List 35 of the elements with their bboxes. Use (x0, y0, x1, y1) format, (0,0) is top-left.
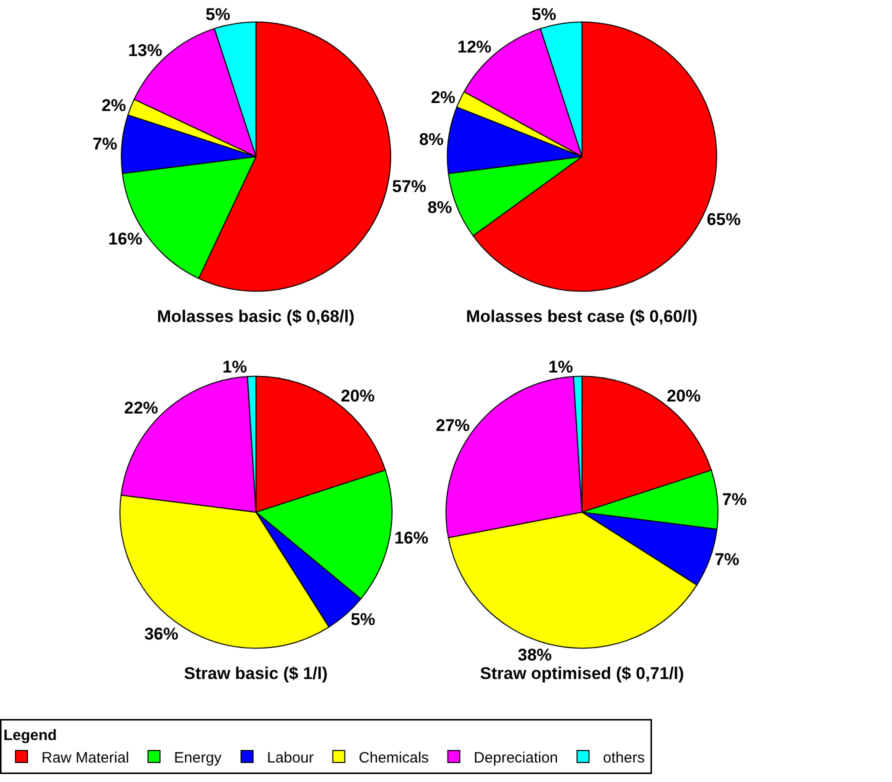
data-label: 36% (144, 624, 178, 644)
data-label: 1% (548, 357, 573, 376)
data-label: 13% (128, 40, 162, 60)
data-label: 12% (457, 38, 492, 57)
data-label: 22% (124, 398, 158, 418)
legend-label: Labour (267, 749, 314, 766)
data-label: 7% (722, 490, 747, 509)
text: Molasses basic ($ 0,68/l) (157, 307, 354, 326)
data-label: 7% (92, 134, 118, 154)
data-label: 16% (394, 528, 428, 548)
data-label: 20% (340, 386, 375, 406)
text: Straw basic ($ 1/l) (184, 664, 328, 683)
data-label: 2% (430, 88, 456, 108)
data-label: 57% (392, 176, 426, 196)
data-label: 27% (436, 416, 470, 435)
data-label: 20% (666, 386, 701, 406)
data-label: 16% (108, 230, 142, 249)
legend-label: others (603, 749, 645, 766)
text: Molasses best case ($ 0,60/l) (466, 307, 698, 326)
data-label: 7% (714, 550, 740, 569)
legend-label: Energy (174, 749, 222, 766)
legend-label: Raw Material (42, 749, 130, 766)
data-label: 5% (532, 4, 556, 24)
data-label: 8% (427, 198, 452, 217)
legend-label: Depreciation (474, 749, 558, 766)
data-label: 5% (350, 610, 376, 630)
legend-title: Legend (4, 727, 57, 744)
text: Straw optimised ($ 0,71/l) (480, 664, 684, 683)
data-label: 2% (101, 96, 126, 116)
data-label: 5% (206, 4, 230, 24)
data-label: 8% (419, 130, 444, 150)
legend-label: Chemicals (358, 749, 429, 766)
data-label: 65% (706, 210, 741, 230)
data-label: 1% (222, 357, 247, 376)
data-label: 38% (518, 645, 552, 664)
